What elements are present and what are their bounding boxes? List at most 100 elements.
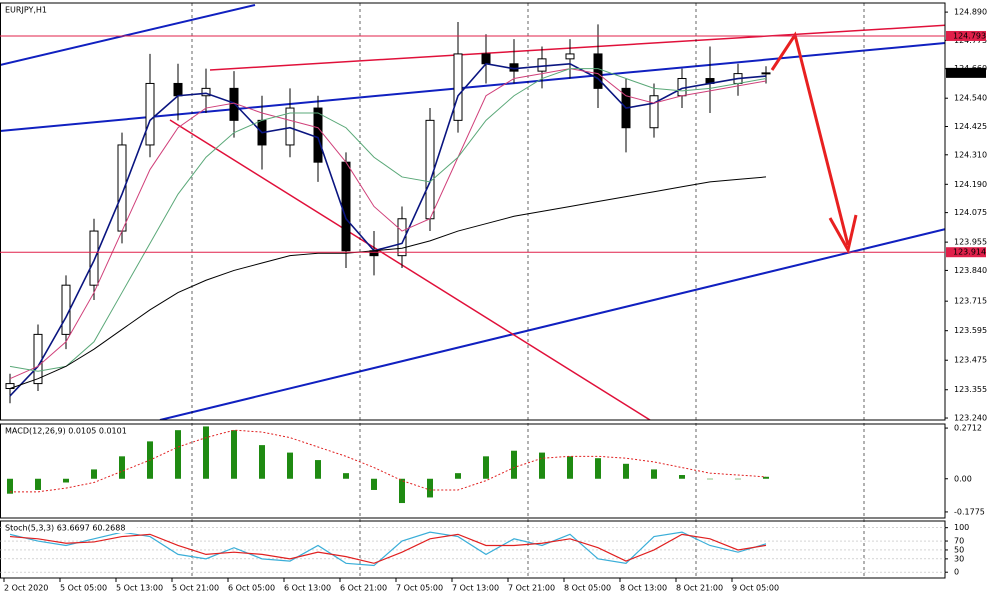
last-price-label: 124.643 bbox=[953, 68, 986, 77]
candle-body bbox=[173, 82, 183, 97]
candle-body bbox=[341, 161, 351, 252]
arrow-head bbox=[828, 214, 858, 255]
macd-bar bbox=[91, 469, 97, 479]
macd-bar bbox=[63, 478, 69, 483]
line bbox=[9, 176, 767, 389]
y-tick-label: 123.840 bbox=[954, 266, 987, 275]
candle-body bbox=[453, 53, 463, 121]
y-tick-label: 124.075 bbox=[954, 208, 987, 217]
level-tag bbox=[946, 30, 986, 41]
trend-line bbox=[0, 4, 256, 66]
x-tick-label: 9 Oct 05:00 bbox=[732, 584, 779, 593]
trend-line bbox=[0, 42, 945, 132]
forecast-arrow bbox=[770, 31, 850, 246]
y-tick-label: 0 bbox=[954, 568, 959, 577]
macd-bar bbox=[455, 473, 461, 479]
panel-title: EURJPY,H1 bbox=[5, 6, 47, 15]
x-tick-label: 8 Oct 21:00 bbox=[676, 584, 723, 593]
last-price-tag bbox=[946, 67, 986, 78]
macd-bar bbox=[735, 478, 741, 480]
line bbox=[9, 68, 767, 380]
line bbox=[9, 531, 767, 567]
y-tick-label: 124.425 bbox=[954, 122, 987, 131]
y-tick-label: 50 bbox=[954, 545, 964, 554]
x-tick-label: 6 Oct 13:00 bbox=[284, 584, 331, 593]
y-tick-label: 123.595 bbox=[954, 326, 987, 335]
line bbox=[9, 62, 767, 397]
candle-body bbox=[593, 53, 603, 89]
macd-bar bbox=[287, 452, 293, 479]
macd-bar bbox=[35, 478, 41, 490]
candle-body bbox=[201, 87, 211, 97]
macd-bar bbox=[427, 478, 433, 498]
x-tick-label: 6 Oct 21:00 bbox=[340, 584, 387, 593]
price-plot bbox=[5, 21, 771, 404]
y-tick-label: 123.955 bbox=[954, 238, 987, 247]
x-tick-label: 5 Oct 13:00 bbox=[116, 584, 163, 593]
macd-bar bbox=[203, 426, 209, 479]
title-bg bbox=[2, 5, 50, 15]
panel-title: Stoch(5,3,3) 63.6697 60.2688 bbox=[5, 524, 125, 533]
candle-body bbox=[537, 58, 547, 72]
candle-body bbox=[481, 53, 491, 65]
x-tick-label: 7 Oct 13:00 bbox=[452, 584, 499, 593]
macd-bar bbox=[539, 452, 545, 479]
macd-bar bbox=[679, 475, 685, 479]
candle-body bbox=[649, 95, 659, 129]
y-tick-label: 30 bbox=[954, 554, 964, 563]
x-tick-label: 5 Oct 05:00 bbox=[60, 584, 107, 593]
macd-bar bbox=[511, 450, 517, 479]
macd-bar bbox=[259, 445, 265, 479]
candle-body bbox=[33, 333, 43, 385]
y-tick-label: 70 bbox=[954, 537, 964, 546]
x-tick-label: 7 Oct 05:00 bbox=[396, 584, 443, 593]
trend-line bbox=[159, 228, 945, 420]
candle-body bbox=[285, 107, 295, 146]
trend-line bbox=[209, 24, 945, 71]
macd-bar bbox=[231, 430, 237, 479]
y-tick-label: 123.355 bbox=[954, 385, 987, 394]
trend-line bbox=[169, 119, 651, 420]
macd-bar bbox=[343, 473, 349, 479]
y-tick-label: 0.00 bbox=[954, 474, 972, 483]
x-tick-label: 8 Oct 13:00 bbox=[620, 584, 667, 593]
candle-body bbox=[397, 218, 407, 257]
y-tick-label: 124.310 bbox=[954, 150, 987, 159]
y-tick-label: 123.475 bbox=[954, 356, 987, 365]
line bbox=[9, 533, 767, 564]
macd-bar bbox=[315, 460, 321, 479]
y-tick-label: 123.715 bbox=[954, 297, 987, 306]
candle-body bbox=[761, 72, 771, 75]
line bbox=[9, 68, 767, 372]
y-tick-label: 0.2712 bbox=[954, 424, 982, 433]
y-tick-label: 124.190 bbox=[954, 180, 987, 189]
x-tick-label: 6 Oct 05:00 bbox=[228, 584, 275, 593]
candle-body bbox=[565, 53, 575, 60]
macd-bar bbox=[763, 476, 769, 479]
drawings bbox=[0, 4, 945, 420]
x-tick-label: 2 Oct 2020 bbox=[4, 584, 48, 593]
macd-bar bbox=[707, 478, 713, 480]
x-tick-label: 8 Oct 05:00 bbox=[564, 584, 611, 593]
level-label: 124.793 bbox=[953, 31, 986, 40]
candle-body bbox=[425, 119, 435, 220]
macd-bar bbox=[651, 469, 657, 479]
macd-bar bbox=[483, 456, 489, 479]
panel-frame bbox=[0, 2, 946, 421]
level-label: 123.914 bbox=[953, 248, 986, 257]
title-bg bbox=[2, 426, 133, 436]
y-tick-label: 100 bbox=[954, 523, 969, 532]
level-tag bbox=[946, 247, 986, 258]
line bbox=[10, 429, 767, 493]
panel-title: MACD(12,26,9) 0.0105 0.0101 bbox=[5, 427, 127, 436]
macd-bar bbox=[119, 456, 125, 479]
y-tick-label: 124.540 bbox=[954, 94, 987, 103]
macd-bar bbox=[175, 430, 181, 479]
macd-bar bbox=[623, 463, 629, 479]
macd-bar bbox=[595, 458, 601, 479]
candle-body bbox=[145, 82, 155, 146]
macd-bar bbox=[567, 456, 573, 479]
